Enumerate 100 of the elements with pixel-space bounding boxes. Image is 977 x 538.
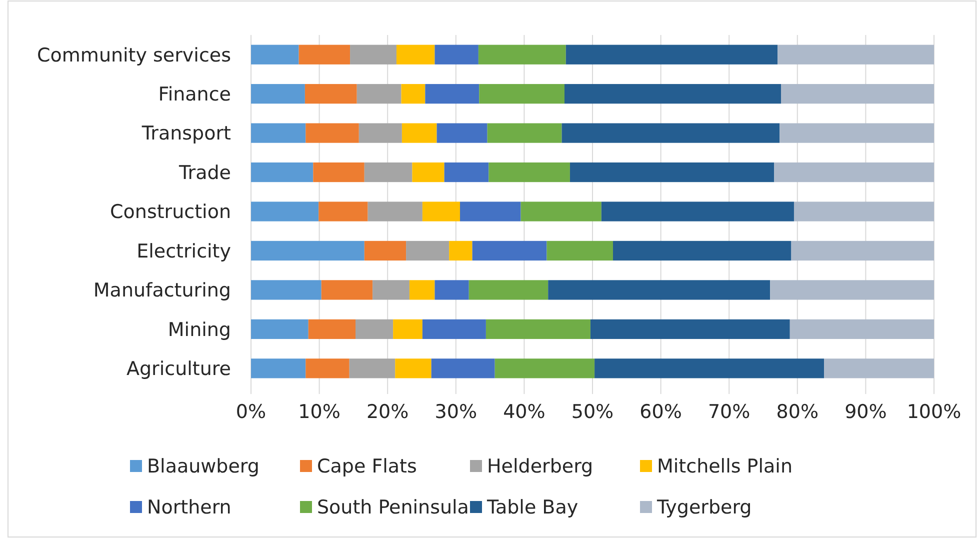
y-tick-label: Electricity	[136, 240, 231, 262]
bar	[372, 280, 410, 300]
bar	[612, 240, 792, 261]
legend-label: Northern	[147, 496, 232, 519]
bar	[478, 44, 566, 64]
bar	[298, 44, 350, 64]
bar	[570, 162, 774, 182]
bar	[601, 202, 794, 222]
bar	[594, 358, 824, 378]
x-tick-label: 100%	[906, 401, 962, 423]
legend-label: Tygerberg	[656, 496, 752, 519]
bar	[393, 319, 422, 339]
bar	[460, 202, 521, 222]
bar	[349, 358, 396, 378]
bar	[422, 202, 460, 222]
bar	[778, 44, 934, 64]
bar	[431, 358, 495, 378]
bar	[251, 358, 306, 378]
bar	[780, 123, 934, 143]
bar	[313, 162, 364, 182]
bar	[350, 44, 396, 64]
bar	[425, 84, 480, 104]
bar	[781, 84, 934, 104]
bar	[546, 240, 613, 261]
x-tick-label: 70%	[708, 401, 750, 423]
bar	[395, 358, 432, 378]
x-tick-label: 60%	[640, 401, 682, 423]
y-tick-label: Mining	[168, 318, 231, 341]
bar	[358, 123, 402, 143]
y-tick-label: Community services	[37, 44, 231, 66]
bar	[251, 123, 306, 143]
legend-label: Mitchells Plain	[657, 456, 792, 478]
bar	[468, 280, 548, 300]
bar	[251, 84, 305, 104]
legend-label: Cape Flats	[317, 456, 417, 478]
bar	[251, 240, 364, 261]
y-tick-label: Finance	[158, 83, 231, 106]
bar	[308, 319, 356, 339]
x-tick-label: 30%	[434, 401, 478, 423]
bar	[434, 44, 478, 64]
bar	[590, 319, 790, 339]
x-tick-label: 20%	[366, 401, 409, 423]
legend-label: Table Bay	[486, 496, 578, 519]
bar	[251, 202, 319, 222]
bar	[488, 162, 570, 182]
bar	[422, 319, 486, 339]
y-tick-label: Construction	[110, 201, 231, 224]
bar	[794, 202, 934, 222]
bar	[321, 280, 373, 300]
x-tick-label: 0%	[236, 401, 266, 423]
bar	[449, 240, 472, 261]
legend-label: South Peninsula	[317, 496, 469, 519]
bar	[548, 280, 770, 300]
bar	[434, 280, 469, 300]
x-tick-label: 40%	[503, 401, 546, 423]
bar	[566, 44, 778, 64]
x-tick-label: 10%	[298, 401, 340, 423]
bar	[562, 123, 780, 143]
bar	[770, 280, 934, 300]
bar	[251, 319, 308, 339]
bar	[479, 84, 564, 104]
bar	[520, 202, 602, 222]
legend-label: Helderberg	[487, 456, 594, 478]
bar	[396, 44, 435, 64]
bar	[356, 84, 402, 104]
bar	[318, 202, 368, 222]
bar	[368, 202, 422, 222]
bar	[436, 123, 488, 143]
bar	[306, 123, 359, 143]
bar	[564, 84, 782, 104]
bar	[364, 240, 406, 261]
y-tick-label: Transport	[140, 122, 231, 145]
bar	[774, 162, 934, 182]
y-tick-label: Trade	[178, 162, 231, 184]
bar	[824, 358, 934, 378]
bar	[412, 162, 444, 182]
bar	[791, 240, 934, 261]
bar	[306, 358, 350, 378]
bar	[487, 123, 562, 143]
bar	[486, 319, 590, 339]
bar	[364, 162, 412, 182]
bar	[472, 240, 547, 261]
bar	[790, 319, 934, 339]
x-tick-label: 90%	[844, 401, 887, 423]
bar	[406, 240, 450, 261]
bar	[444, 162, 489, 182]
x-tick-label: 80%	[776, 401, 819, 423]
bar	[251, 44, 299, 64]
bar	[251, 162, 314, 182]
bar	[494, 358, 595, 378]
bar	[409, 280, 435, 300]
x-tick-label: 50%	[571, 401, 614, 423]
y-tick-label: Agriculture	[126, 358, 231, 380]
bar	[402, 123, 437, 143]
bar	[304, 84, 357, 104]
bar	[251, 280, 322, 300]
legend-label: Blaauwberg	[147, 456, 260, 478]
y-tick-label: Manufacturing	[93, 280, 231, 302]
bar	[401, 84, 426, 104]
bar	[356, 319, 394, 339]
